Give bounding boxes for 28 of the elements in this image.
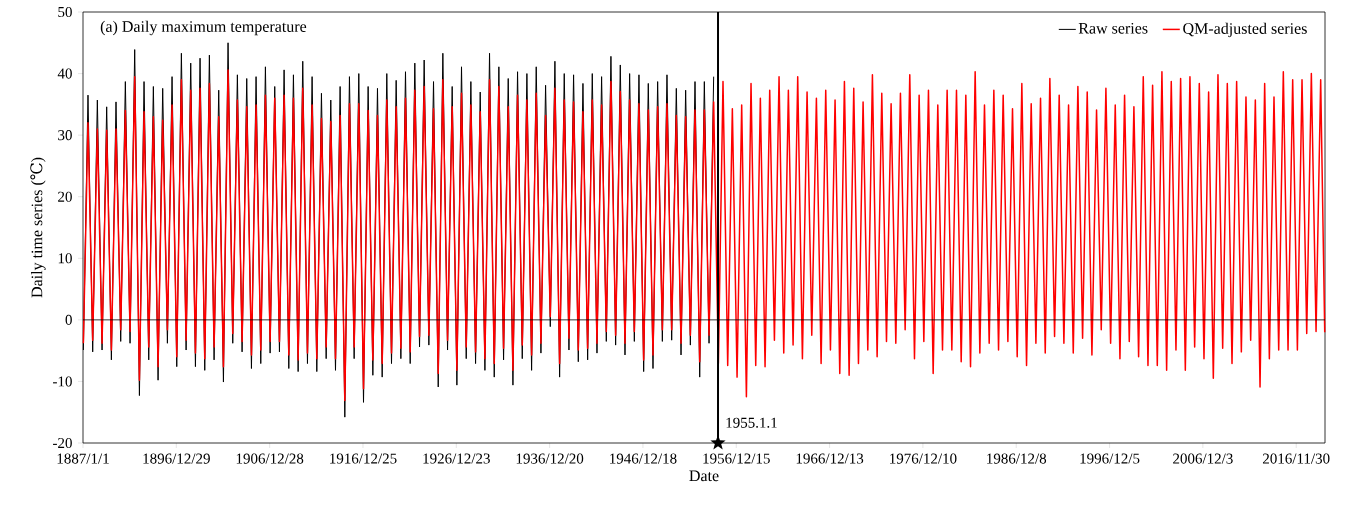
- chart-title: (a) Daily maximum temperature: [100, 20, 307, 36]
- y-tick-label: 30: [58, 130, 72, 141]
- x-tick-label: 1936/12/20: [516, 453, 584, 464]
- x-tick-label: 1986/12/8: [987, 453, 1047, 464]
- x-tick-label: 1887/1/1: [57, 453, 109, 464]
- ref-line-label: 1955.1.1: [726, 417, 777, 428]
- y-tick-label: 0: [65, 314, 72, 325]
- y-tick-label: 10: [58, 253, 72, 264]
- x-axis-title: Date: [689, 470, 719, 482]
- x-tick-label: 1896/12/29: [143, 453, 210, 464]
- x-tick-label: 1996/12/5: [1080, 453, 1140, 464]
- y-tick-label: 40: [57, 68, 72, 79]
- y-axis-title: Daily time series (℃): [30, 157, 46, 298]
- x-tick-label: 1916/12/25: [330, 453, 397, 464]
- x-tick-label: 2006/12/3: [1173, 453, 1233, 464]
- y-tick-label: -20: [53, 437, 72, 449]
- x-tick-label: 1946/12/18: [610, 453, 677, 464]
- x-tick-label: 1976/12/10: [890, 453, 957, 464]
- x-tick-label: 1926/12/23: [423, 453, 490, 464]
- x-tick-label: 2016/11/30: [1262, 453, 1330, 464]
- legend-label: QM-adjusted series: [1183, 22, 1307, 38]
- x-tick-label: 1966/12/13: [796, 453, 864, 464]
- x-tick-label: 1956/12/15: [703, 453, 770, 464]
- y-tick-label: 50: [58, 6, 72, 18]
- legend-label: Raw series: [1078, 22, 1148, 34]
- y-tick-label: -10: [53, 376, 72, 387]
- y-tick-label: 20: [58, 191, 72, 202]
- x-tick-label: 1906/12/28: [236, 453, 304, 464]
